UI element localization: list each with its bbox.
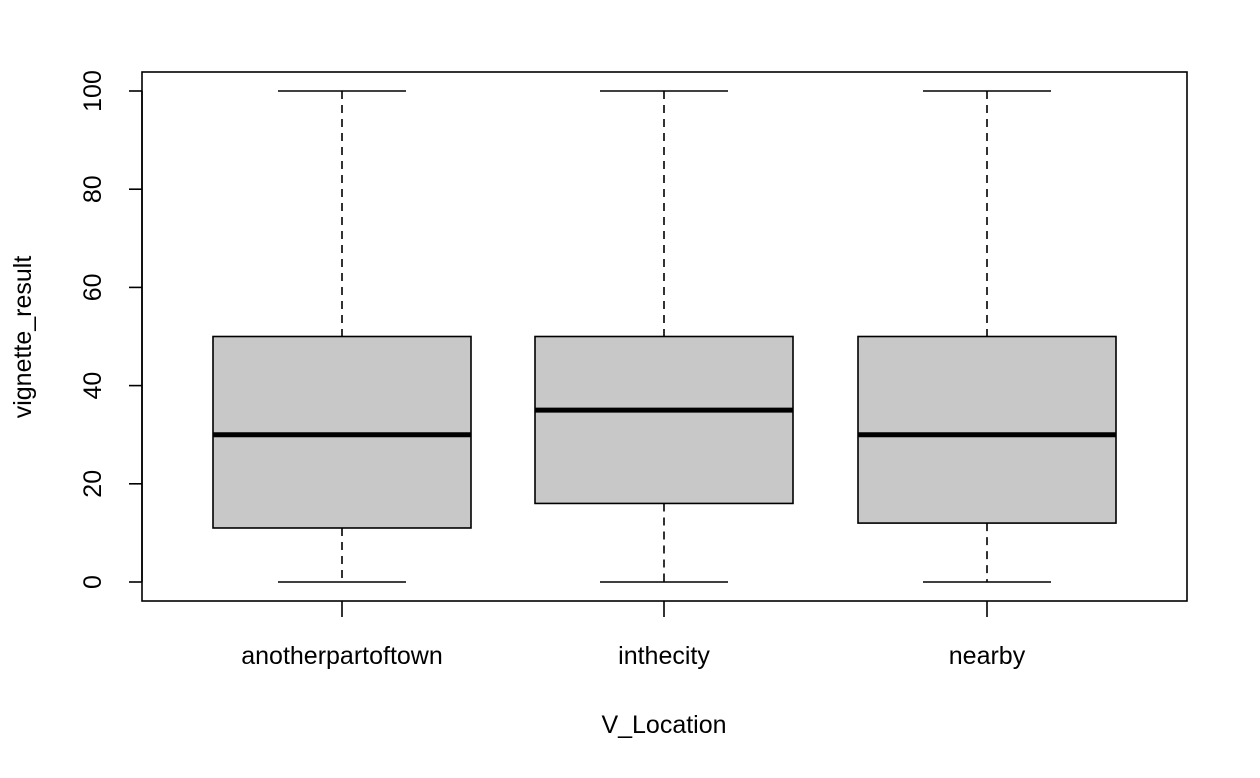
y-tick-label-40: 40 [79,372,107,400]
y-tick-label-80: 80 [79,175,107,203]
y-axis-title: vignette_result [9,256,37,419]
boxes-layer [212,90,1117,583]
x-tick-label-inthecity: inthecity [618,642,710,670]
y-tick-label-20: 20 [79,470,107,498]
box-group-inthecity [534,90,794,583]
x-tick-label-anotherpartoftown: anotherpartoftown [241,642,443,670]
x-axis: anotherpartoftown inthecity nearby [241,601,1026,670]
box-group-anotherpartoftown [212,90,472,583]
y-tick-label-0: 0 [79,575,107,589]
iqr-box-nearby [857,335,1117,524]
y-axis: 0 20 40 60 80 100 [79,70,143,589]
x-axis-title: V_Location [601,711,726,739]
iqr-box-inthecity [534,335,794,505]
y-tick-label-100: 100 [79,70,107,112]
box-group-nearby [857,90,1117,583]
x-tick-label-nearby: nearby [949,642,1026,670]
y-tick-label-60: 60 [79,273,107,301]
